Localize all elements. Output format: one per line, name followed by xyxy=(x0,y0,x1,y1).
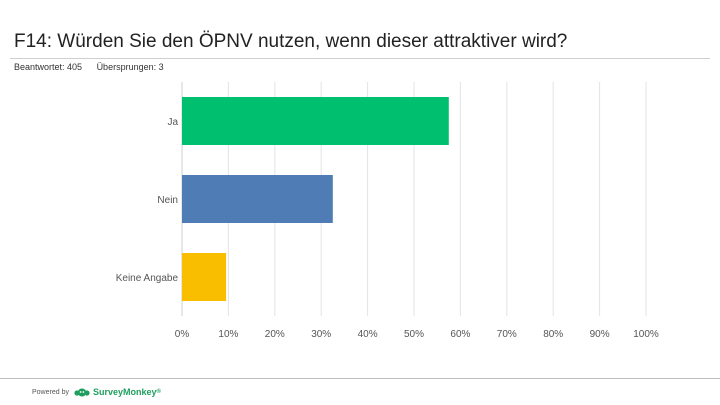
category-label: Keine Angabe xyxy=(116,273,179,284)
chart-title: F14: Würden Sie den ÖPNV nutzen, wenn di… xyxy=(14,31,568,52)
powered-by-label: Powered by xyxy=(32,388,69,396)
bar-keine-angabe xyxy=(182,253,227,301)
x-tick-label: 100% xyxy=(633,329,659,340)
surveymonkey-logo-icon xyxy=(74,387,90,397)
category-label: Nein xyxy=(157,195,178,206)
title-divider xyxy=(10,58,710,59)
x-tick-label: 80% xyxy=(543,329,563,340)
x-tick-label: 30% xyxy=(311,329,331,340)
x-tick-label: 20% xyxy=(265,329,285,340)
bar-nein xyxy=(182,175,333,223)
brand-registered-mark: ® xyxy=(156,389,161,395)
skipped-count: Übersprungen: 3 xyxy=(96,62,164,72)
surveymonkey-brand: SurveyMonkey xyxy=(92,387,157,397)
answered-count: Beantwortet: 405 xyxy=(14,62,83,72)
x-tick-label: 50% xyxy=(404,329,424,340)
x-tick-label: 70% xyxy=(497,329,517,340)
response-stats: Beantwortet: 405 Übersprungen: 3 xyxy=(14,62,164,72)
footer-divider xyxy=(0,378,720,379)
x-tick-label: 10% xyxy=(218,329,238,340)
x-tick-label: 0% xyxy=(175,329,190,340)
x-tick-label: 90% xyxy=(590,329,610,340)
x-tick-label: 40% xyxy=(358,329,378,340)
bar-ja xyxy=(182,97,449,145)
category-label: Ja xyxy=(167,117,178,128)
x-tick-label: 60% xyxy=(450,329,470,340)
footer: Powered by SurveyMonkey ® xyxy=(32,387,161,397)
